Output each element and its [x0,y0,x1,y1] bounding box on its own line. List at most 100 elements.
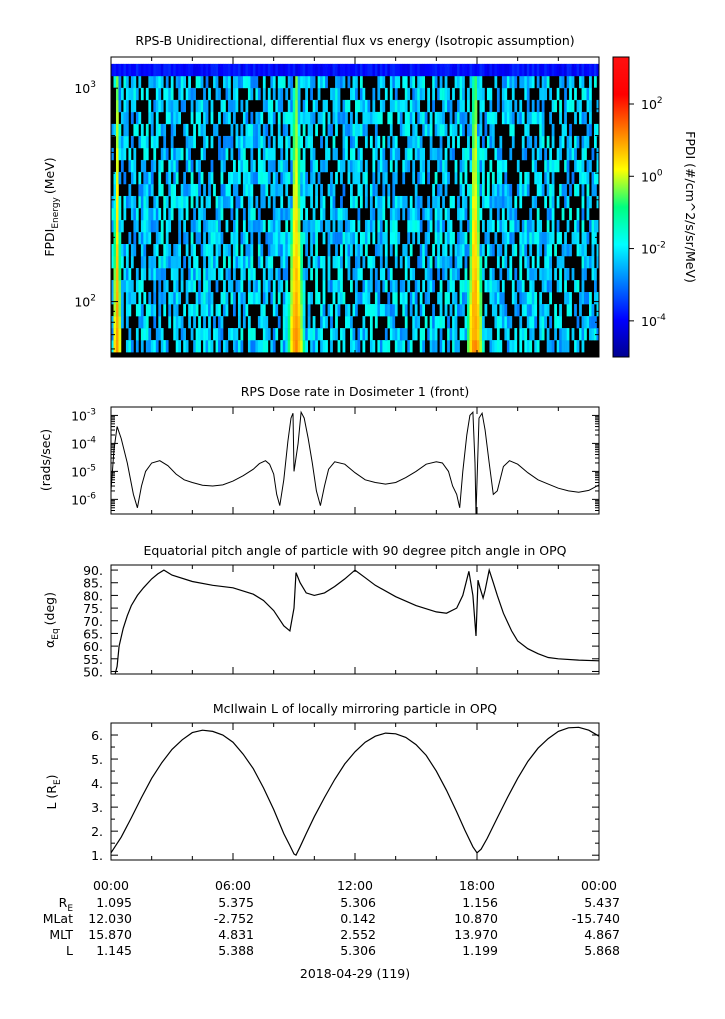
heatmap-cell [240,256,244,269]
heatmap-cell [379,75,383,89]
heatmap-cell [287,99,291,113]
heatmap-cell [516,63,520,77]
heatmap-cell [180,75,184,89]
heatmap-cell [551,171,555,185]
heatmap-cell [439,63,443,77]
heatmap-cell [115,111,119,125]
heatmap-cell [404,159,408,173]
heatmap-cell [175,316,179,329]
heatmap-cell [424,292,428,305]
heatmap-cell [242,171,246,185]
heatmap-cell [594,135,597,149]
heatmap-cell [494,183,498,197]
heatmap-cell [544,147,548,161]
heatmap-cell [392,183,396,197]
heatmap-cell [115,231,119,245]
heatmap-cell [454,123,458,137]
heatmap-cell [125,195,129,209]
heatmap-cell [145,87,149,101]
heatmap-cell [486,135,490,149]
heatmap-cell [208,231,211,245]
heatmap-cell [297,87,301,101]
heatmap-cell [494,195,498,209]
heatmap-cell [424,207,428,221]
heatmap-cell [511,340,515,353]
heatmap-cell [120,304,124,317]
heatmap-cell [140,304,144,317]
heatmap-cell [335,316,338,329]
heatmap-cell [210,63,214,77]
heatmap-cell [454,244,458,257]
heatmap-cell [143,171,147,185]
heatmap-cell [437,159,440,173]
heatmap-cell [477,328,480,341]
heatmap-cell [521,147,525,161]
heatmap-cell [407,280,411,293]
panel2-y-ticklabel-exp: -3 [87,407,96,417]
heatmap-cell [546,183,550,197]
heatmap-cell [364,195,368,209]
heatmap-cell [529,244,533,257]
heatmap-cell [120,159,124,173]
heatmap-cell [481,328,485,341]
heatmap-cell [337,111,341,125]
mcilwain-l-line [110,726,600,857]
heatmap-cell [454,171,458,185]
heatmap-cell [444,268,448,281]
heatmap-cell [454,292,458,305]
heatmap-cell [185,280,189,293]
heatmap-cell [494,75,498,89]
heatmap-cell [514,63,518,77]
heatmap-cell [489,135,493,149]
heatmap-cell [125,244,129,257]
heatmap-cell [417,111,421,125]
heatmap-cell [581,147,585,161]
ephemeris-value: 5.388 [218,943,254,958]
heatmap-cell [143,135,147,149]
heatmap-cell [407,207,411,221]
heatmap-cell [384,304,388,317]
heatmap-cell [574,87,577,101]
ephemeris-row-label-main: R [59,895,68,910]
heatmap-cell [297,292,301,305]
heatmap-cell [407,256,411,269]
heatmap-cell [203,328,206,341]
heatmap-cell [310,328,313,341]
heatmap-cell [494,147,498,161]
heatmap-cell [140,195,144,209]
heatmap-cell [519,280,523,293]
heatmap-cell [472,111,475,125]
heatmap-cell [345,111,348,125]
heatmap-cell [521,75,525,89]
heatmap-cell [287,111,291,125]
heatmap-cell [143,63,147,77]
heatmap-cell [118,268,122,281]
heatmap-cell [489,87,493,101]
heatmap-cell [474,111,478,125]
heatmap-cell [434,147,438,161]
heatmap-cell [407,147,411,161]
heatmap-cell [123,111,127,125]
heatmap-cell [462,183,465,197]
heatmap-cell [203,63,206,77]
heatmap-cell [584,147,587,161]
heatmap-cell [320,195,323,209]
heatmap-cell [282,328,286,341]
heatmap-cell [427,99,430,113]
heatmap-cell [419,304,423,317]
heatmap-cell [359,244,363,257]
heatmap-cell [439,280,443,293]
heatmap-cell [581,195,585,209]
heatmap-cell [240,195,244,209]
heatmap-cell [379,147,383,161]
heatmap-cell [335,280,338,293]
heatmap-cell [272,147,276,161]
heatmap-cell [282,111,286,125]
heatmap-cell [140,63,144,77]
heatmap-cell [422,87,426,101]
heatmap-cell [419,244,423,257]
heatmap-cell [437,316,440,329]
heatmap-cell [481,99,485,113]
heatmap-cell [223,340,226,353]
heatmap-cell [230,195,234,209]
